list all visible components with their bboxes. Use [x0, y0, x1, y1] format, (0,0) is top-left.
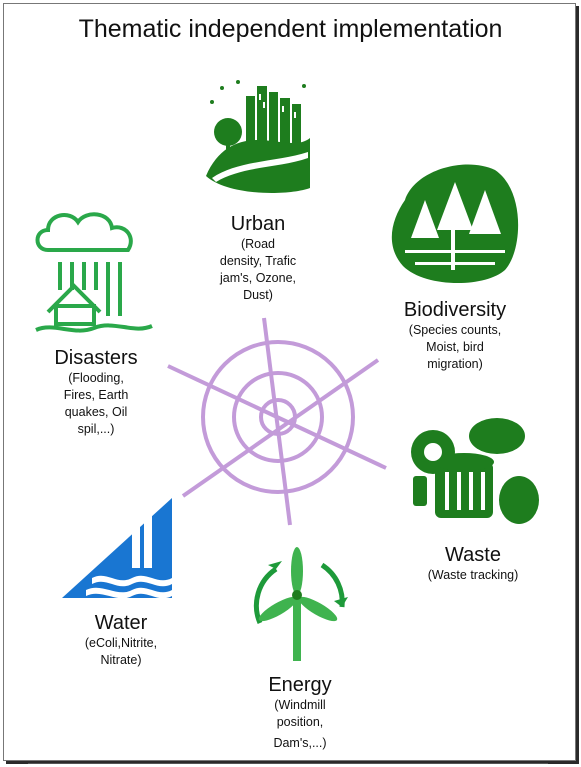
theme-desc-line: (Waste tracking): [427, 568, 519, 582]
theme-name: Urban: [230, 213, 286, 235]
theme-desc-line: Fires, Earth: [63, 388, 129, 402]
theme-desc-line: (Species counts,: [408, 323, 502, 337]
theme-name: Water: [94, 612, 148, 634]
theme-name: Biodiversity: [403, 299, 507, 321]
diagram-title: Thematic independent implementation: [78, 15, 503, 43]
water-tap-icon: [62, 498, 172, 599]
theme-water: Water (eColi,Nitrite, Nitrate): [62, 611, 180, 669]
theme-desc-line: migration): [427, 357, 483, 371]
theme-desc-line: (Windmill: [274, 698, 326, 712]
storm-icon: [35, 212, 153, 333]
theme-desc-line: jam's, Ozone,: [219, 271, 297, 285]
forest-icon: [391, 164, 519, 284]
theme-desc-line: Dust): [243, 288, 273, 302]
theme-desc-line: Dam's,...): [273, 736, 327, 750]
theme-disasters: Disasters (Flooding, Fires, Earth quakes…: [38, 346, 154, 438]
waste-bin-icon: [411, 418, 539, 524]
theme-desc-line: position,: [276, 715, 324, 729]
theme-desc-line: Moist, bird: [426, 340, 484, 354]
bottom-rule: [28, 763, 548, 764]
theme-biodiversity: Biodiversity (Species counts, Moist, bir…: [385, 298, 525, 373]
theme-desc-line: (Road: [240, 237, 276, 251]
theme-desc-line: quakes, Oil: [64, 405, 128, 419]
theme-desc-line: (Flooding,: [68, 371, 124, 385]
theme-desc-line: spil,...): [77, 422, 115, 436]
theme-waste: Waste (Waste tracking): [405, 543, 541, 584]
theme-name: Waste: [445, 544, 501, 566]
theme-desc-line: density, Trafic: [219, 254, 297, 268]
theme-name: Disasters: [54, 347, 138, 369]
theme-desc-line: Nitrate): [100, 653, 142, 667]
theme-name: Energy: [268, 674, 332, 696]
theme-energy: Energy (Windmill position, Dam's,...): [240, 673, 360, 752]
theme-urban: Urban (Road density, Trafic jam's, Ozone…: [200, 212, 316, 304]
theme-desc-line: (eColi,Nitrite,: [84, 636, 158, 650]
windmill-icon: [253, 547, 348, 661]
city-icon: [206, 80, 310, 193]
